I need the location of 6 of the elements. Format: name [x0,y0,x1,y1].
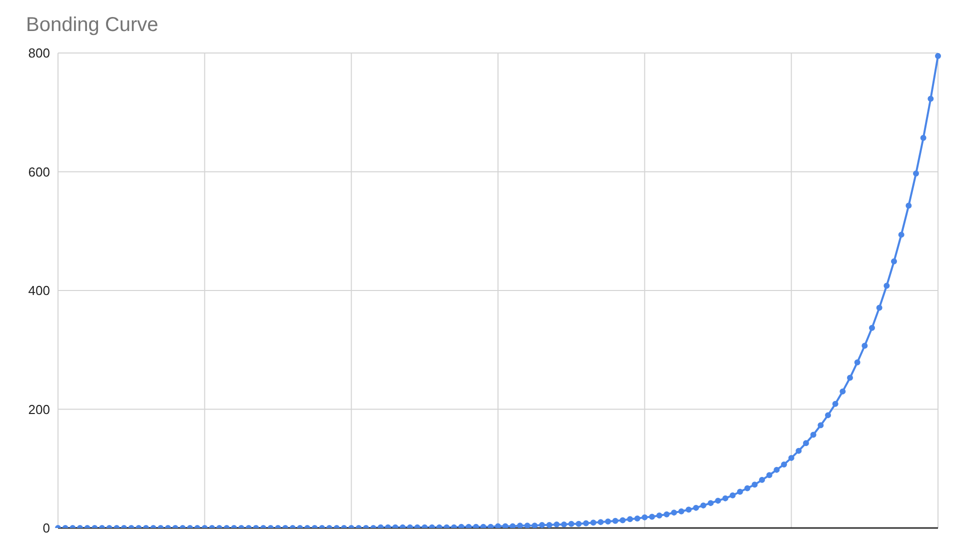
y-tick-label: 800 [28,46,50,61]
y-tick-label: 0 [42,520,50,536]
y-tick-label: 400 [28,283,50,298]
chart-title: Bonding Curve [25,13,160,38]
y-tick-label: 200 [28,402,50,417]
y-tick-label: 600 [28,164,50,180]
